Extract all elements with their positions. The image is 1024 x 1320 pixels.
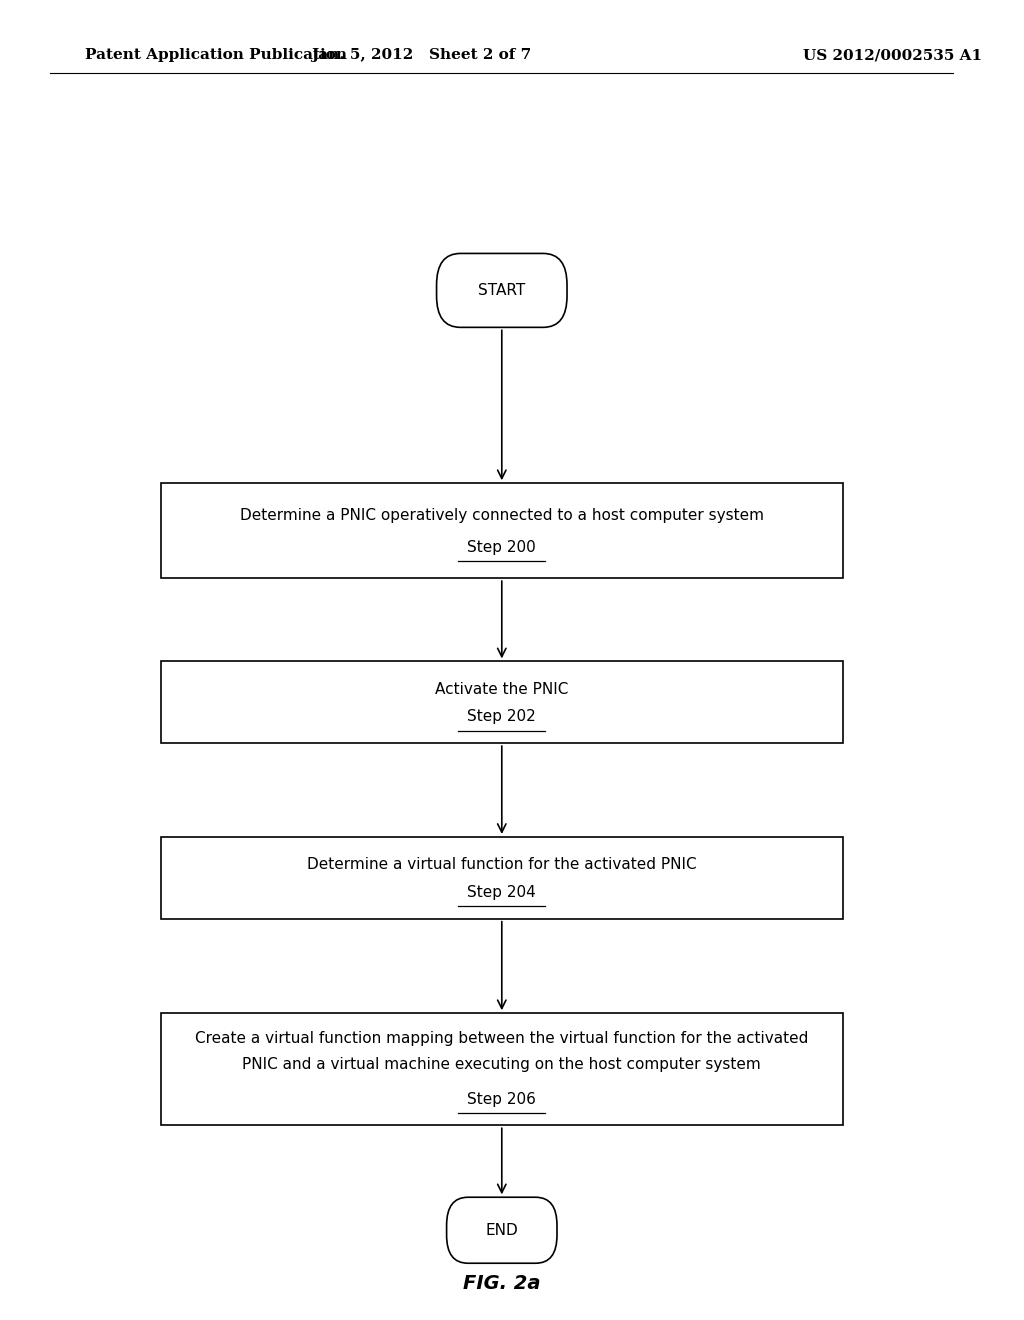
Text: Step 200: Step 200 bbox=[467, 540, 537, 556]
FancyBboxPatch shape bbox=[436, 253, 567, 327]
Text: US 2012/0002535 A1: US 2012/0002535 A1 bbox=[803, 49, 982, 62]
Text: Step 206: Step 206 bbox=[467, 1092, 537, 1107]
Text: Jan. 5, 2012   Sheet 2 of 7: Jan. 5, 2012 Sheet 2 of 7 bbox=[311, 49, 531, 62]
FancyBboxPatch shape bbox=[446, 1197, 557, 1263]
Text: Step 204: Step 204 bbox=[467, 884, 537, 900]
Text: PNIC and a virtual machine executing on the host computer system: PNIC and a virtual machine executing on … bbox=[243, 1057, 761, 1072]
Text: Patent Application Publication: Patent Application Publication bbox=[85, 49, 347, 62]
FancyBboxPatch shape bbox=[161, 1014, 843, 1125]
Text: Create a virtual function mapping between the virtual function for the activated: Create a virtual function mapping betwee… bbox=[196, 1031, 809, 1047]
Text: START: START bbox=[478, 282, 525, 298]
Text: Determine a PNIC operatively connected to a host computer system: Determine a PNIC operatively connected t… bbox=[240, 508, 764, 523]
Text: Step 202: Step 202 bbox=[467, 709, 537, 725]
Text: END: END bbox=[485, 1222, 518, 1238]
Text: FIG. 2a: FIG. 2a bbox=[463, 1274, 541, 1292]
Text: Determine a virtual function for the activated PNIC: Determine a virtual function for the act… bbox=[307, 857, 696, 873]
FancyBboxPatch shape bbox=[161, 483, 843, 578]
FancyBboxPatch shape bbox=[161, 837, 843, 919]
FancyBboxPatch shape bbox=[161, 661, 843, 743]
Text: Activate the PNIC: Activate the PNIC bbox=[435, 681, 568, 697]
